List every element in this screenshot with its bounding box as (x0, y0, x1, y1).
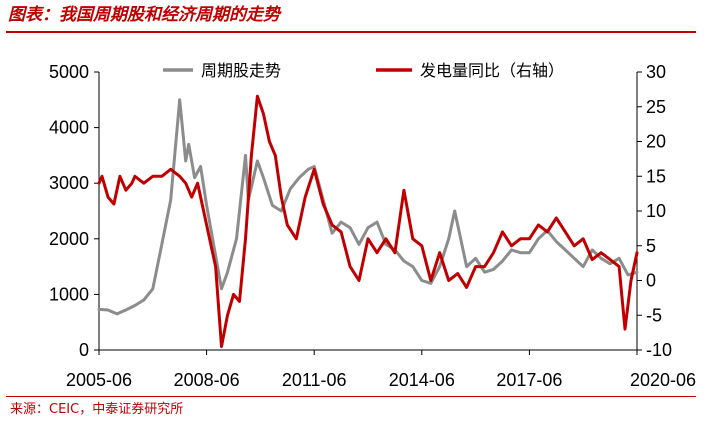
title-rule (6, 31, 696, 33)
y-left-tick-label: 3000 (49, 173, 89, 193)
y-right-tick-label: 10 (646, 201, 666, 221)
y-right-tick-label: 20 (646, 132, 666, 152)
y-right-tick-label: 5 (646, 236, 656, 256)
series-line-cyclical-stocks (97, 98, 639, 316)
y-left-tick-label: 2000 (49, 229, 89, 249)
x-tick-label: 2008-06 (174, 370, 240, 390)
source-note: 来源：CEIC，中泰证券研究所 (10, 402, 184, 417)
y-left-tick-label: 1000 (49, 284, 89, 304)
x-tick-label: 2005-06 (66, 370, 132, 390)
axes: 0 1000 2000 3000 4000 5000 -10 -5 0 5 10 15 20 25 30 20… (49, 62, 696, 390)
x-tick-label: 2017-06 (496, 370, 562, 390)
legend-label: 发电量同比（右轴） (420, 61, 564, 80)
y-right-tick-label: 15 (646, 166, 666, 186)
y-right-tick-label: -5 (646, 305, 662, 325)
legend-label: 周期股走势 (201, 61, 281, 80)
y-right-tick-label: 0 (646, 271, 656, 291)
series-lines (97, 94, 639, 348)
y-right-tick-label: 30 (646, 62, 666, 82)
x-tick-label: 2014-06 (389, 370, 455, 390)
x-tick-label: 2011-06 (282, 370, 347, 390)
y-left-tick-label: 4000 (49, 118, 89, 138)
x-tick-label: 2020-06 (630, 370, 696, 390)
figure-title: 图表：我国周期股和经济周期的走势 (8, 5, 280, 25)
y-left-tick-label: 0 (79, 340, 89, 360)
y-left-tick-label: 5000 (49, 62, 89, 82)
y-right-tick-label: 25 (646, 97, 666, 117)
source-rule (6, 396, 696, 397)
legend: 周期股走势 发电量同比（右轴） (163, 61, 564, 80)
series-line-power-generation-yoy (97, 94, 639, 348)
y-right-tick-label: -10 (646, 340, 672, 360)
